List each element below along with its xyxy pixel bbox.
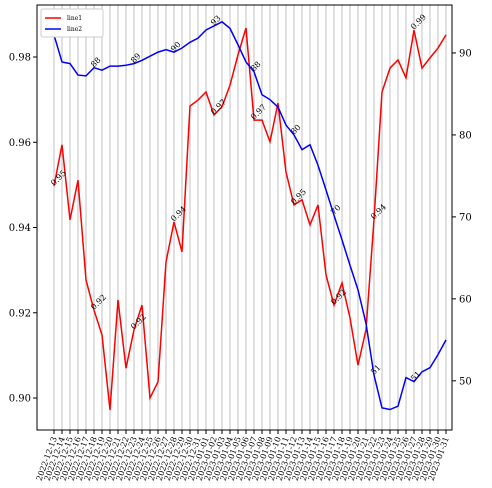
- series-line: [53, 20, 447, 411]
- legend-label: line1: [67, 15, 82, 22]
- data-label: 0.94: [369, 202, 388, 221]
- data-label: 80: [289, 123, 303, 137]
- y2-tick-label: 60: [459, 294, 472, 305]
- data-label: 0.95: [289, 187, 308, 206]
- y-tick-label: 0.92: [9, 308, 31, 319]
- y-tick-label: 0.98: [9, 53, 31, 64]
- plot-frame: [36, 4, 453, 431]
- y-tick-label: 0.94: [9, 223, 31, 234]
- legend-label: line2: [67, 26, 82, 33]
- data-label: 0.92: [129, 312, 148, 331]
- data-label: 88: [89, 56, 103, 70]
- data-label: 88: [249, 60, 263, 74]
- y2-tick-label: 90: [459, 48, 472, 59]
- data-label: 51: [369, 363, 383, 377]
- y2-tick-label: 70: [459, 212, 472, 223]
- data-label: 0.99: [409, 13, 428, 32]
- y-tick-label: 0.90: [9, 394, 31, 405]
- y2-tick-label: 80: [459, 130, 472, 141]
- data-label: 0.97: [249, 103, 268, 122]
- y-tick-label: 0.96: [9, 138, 31, 149]
- legend-box: [40, 8, 104, 38]
- data-label: 89: [129, 51, 143, 65]
- data-label: 0.92: [89, 293, 108, 312]
- data-label: 93: [209, 14, 223, 28]
- series-line: [53, 27, 447, 411]
- y2-tick-label: 50: [459, 376, 472, 387]
- data-label: 51: [409, 369, 423, 383]
